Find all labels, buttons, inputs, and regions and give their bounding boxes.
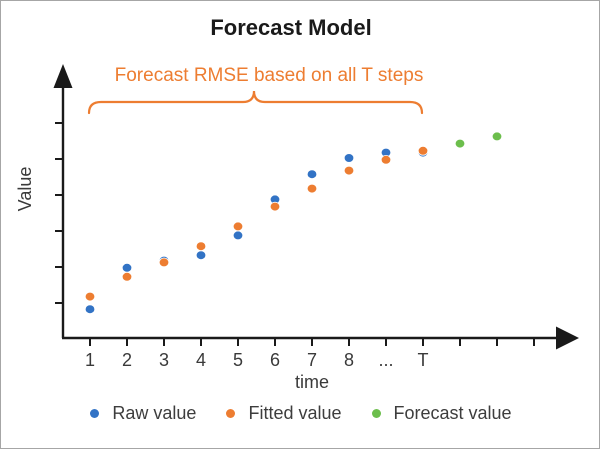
legend-dot-icon bbox=[371, 409, 381, 418]
legend-label: Raw value bbox=[112, 403, 197, 423]
legend-dot-icon bbox=[90, 409, 100, 418]
x-axis-label: time bbox=[295, 372, 329, 392]
data-point bbox=[306, 183, 318, 194]
data-point bbox=[417, 146, 429, 156]
x-tick-label: 1 bbox=[85, 350, 95, 370]
plot-area: Forecast RMSE based on all T steps Value… bbox=[15, 64, 579, 392]
data-point bbox=[195, 250, 207, 261]
legend-item: Raw value bbox=[90, 403, 196, 424]
x-tick-label: 3 bbox=[159, 350, 169, 370]
data-point bbox=[491, 131, 503, 142]
data-point bbox=[343, 153, 355, 163]
data-points-layer bbox=[84, 131, 503, 315]
x-tick-label: 6 bbox=[270, 350, 280, 370]
legend-item: Fitted value bbox=[226, 403, 342, 424]
data-point bbox=[121, 271, 133, 282]
data-point bbox=[84, 291, 96, 302]
x-tick-label: 5 bbox=[233, 350, 243, 370]
legend-dot-icon bbox=[226, 409, 236, 418]
legend-item: Forecast value bbox=[371, 403, 512, 424]
x-tick-label: T bbox=[418, 350, 429, 370]
data-point bbox=[121, 262, 133, 273]
y-axis-label: Value bbox=[15, 167, 35, 212]
x-tick-label: 8 bbox=[344, 350, 354, 370]
data-point bbox=[84, 304, 96, 315]
x-axis-arrow-icon bbox=[556, 326, 579, 350]
data-point bbox=[454, 138, 466, 149]
chart-title: Forecast Model bbox=[210, 15, 372, 40]
data-point bbox=[195, 241, 207, 252]
data-point bbox=[158, 257, 170, 268]
legend: Raw value Fitted value Forecast value bbox=[1, 403, 599, 424]
data-point bbox=[343, 165, 355, 176]
x-tick-label: 4 bbox=[196, 350, 206, 370]
data-point bbox=[306, 169, 318, 180]
y-axis-arrow-icon bbox=[53, 64, 73, 88]
legend-label: Fitted value bbox=[248, 403, 342, 423]
x-tick-label: 7 bbox=[307, 350, 317, 370]
x-tick-label: ... bbox=[378, 350, 393, 370]
data-point bbox=[232, 230, 244, 241]
legend-label: Forecast value bbox=[393, 403, 512, 423]
data-point bbox=[380, 155, 392, 165]
ticks-layer: 1 2 3 4 5 6 7 8... T bbox=[55, 122, 535, 370]
data-point bbox=[232, 221, 244, 232]
data-point bbox=[269, 201, 281, 212]
x-tick-label: 2 bbox=[122, 350, 132, 370]
brace-annotation bbox=[87, 90, 424, 115]
annotation-text: Forecast RMSE based on all T steps bbox=[115, 65, 424, 86]
